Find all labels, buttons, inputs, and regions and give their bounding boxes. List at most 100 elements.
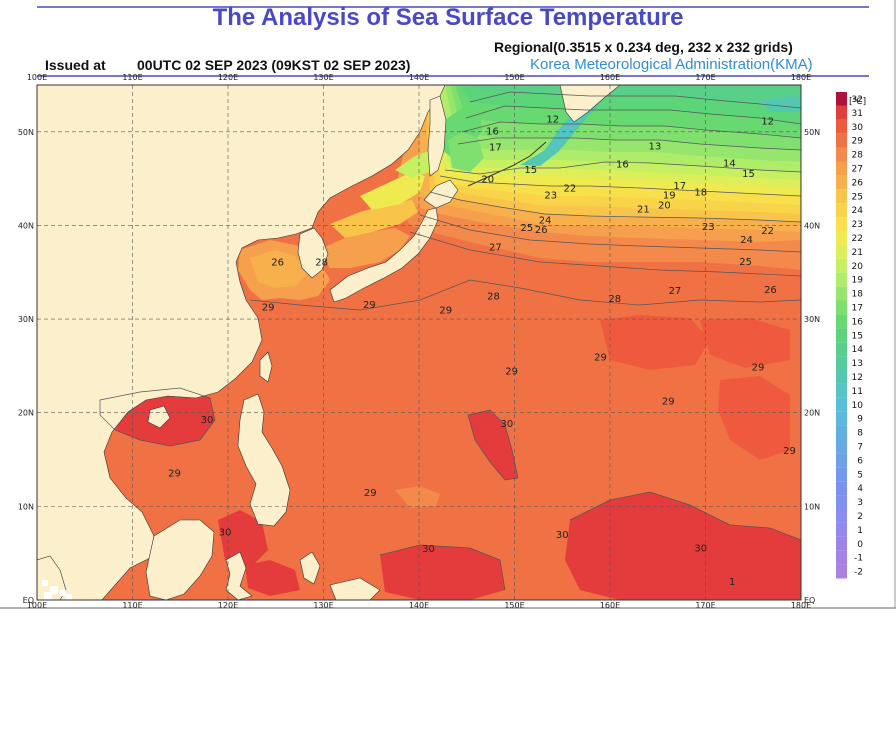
legend-level-label: 24 [852,206,864,216]
isotherm-19 [444,161,801,175]
legend-swatch [836,119,847,134]
legend-level-label: 7 [857,442,863,452]
legend-level-label: 30 [852,123,864,133]
contour-label: 20 [658,201,671,212]
contour-label: 30 [201,415,214,426]
legend-level-label: 15 [852,331,863,341]
legend-swatch [836,342,847,357]
lon-tick-label: 110E [122,73,142,82]
legend-swatch [836,495,847,509]
lon-tick-label: 120E [218,601,238,610]
legend-level-label: 13 [852,359,863,369]
isotherm-16 [461,121,801,139]
contour-label: 23 [544,190,557,201]
contour-label: 24 [539,216,552,227]
contour-label: 29 [752,363,765,374]
isotherm-22 [439,175,801,197]
contour-label: 30 [422,544,435,555]
legend-level-label: 1 [857,526,863,536]
kuril-cold-core [548,118,580,150]
celebes-30-patch [218,510,268,568]
lon-tick-label: 150E [504,601,524,610]
contour-label: 21 [637,204,650,215]
contour-label: 28 [315,258,328,269]
contour-label: 22 [564,184,577,195]
west-pacific-28-patch [395,486,440,508]
legend-level-label: 12 [852,373,863,383]
no-data-cell [44,592,52,600]
axis-labels: 100E 100E 110E 110E 120E 120E 130E 130E 140E 140E… [18,73,820,610]
contour-label: 17 [489,143,502,154]
no-data-cell [66,594,72,600]
lon-tick-label: 110E [122,601,142,610]
lon-tick-label: 100E [27,601,47,610]
legend-swatch [836,383,847,398]
contour-label: 17 [673,181,686,192]
isotherm-30-scs [99,387,216,447]
contour-label: 15 [742,169,755,180]
contour-label: 20 [481,174,494,185]
legend-level-label: 26 [852,178,864,188]
legend-swatch [836,244,847,259]
contour-label: 25 [739,257,752,268]
contour-label: 26 [271,258,284,269]
land [37,85,621,600]
lat-tick-label-right: 30N [804,315,820,324]
map-frame [36,84,802,601]
issued-label: Issued at [45,57,106,73]
isotherm-13 [469,91,801,109]
legend-swatch [836,397,847,412]
legend-swatch [836,258,847,273]
legend-swatch [836,425,847,440]
yellow-sea-26 [250,250,308,288]
contour-label: 19 [663,190,676,201]
legend-swatch [836,92,847,106]
legend-level-label: 25 [852,192,863,202]
lat-tick-label-right: 20N [804,409,820,418]
contour-label: 14 [723,158,736,169]
legend-level-label: -1 [854,554,863,564]
lat-tick-label-left: EQ [23,596,34,605]
contour-label: 26 [535,225,548,236]
legend-swatch [836,536,847,551]
legend-level-label: 27 [852,164,863,174]
contour-label: 16 [616,159,629,170]
legend-level-label: 28 [852,151,864,161]
contour-label: 24 [740,235,753,246]
legend-swatch [836,522,847,537]
equatorial-30-east [565,492,801,600]
legend-swatch [836,328,847,343]
no-data-cell [60,590,66,596]
contour-label: 27 [669,286,682,297]
contour-label: 30 [694,543,707,554]
band-13 [470,85,801,108]
legend-level-label: 0 [857,540,863,550]
lon-tick-label: 130E [313,601,333,610]
legend-swatch [836,105,847,120]
legend-level-label: 8 [857,429,863,439]
contour-label: 28 [487,291,500,302]
legend-level-label: 20 [852,262,864,272]
isotherm-lines [99,91,801,591]
no-data-cell [42,580,48,586]
color-legend: [℃] 323130292827262524232221201918171615… [836,92,866,579]
legend-level-label: 2 [857,512,863,522]
legend-level-label: 9 [857,415,863,425]
legend-level-label: 23 [852,220,863,230]
lon-tick-label: 100E [27,73,47,82]
legend-level-label: 11 [852,387,863,397]
lat-tick-label-right: 10N [804,502,820,511]
grid-info: Regional(0.3515 x 0.234 deg, 232 x 232 g… [494,39,793,55]
japan-hokkaido [423,179,459,209]
no-data-pixels [42,580,72,600]
kamchatka [559,85,621,123]
japan-honshu [329,207,439,303]
isotherm-25 [429,191,801,223]
contour-label: 29 [168,468,181,479]
legend-level-label: 19 [852,276,864,286]
contour-label: 29 [262,303,275,314]
okhotsk-17 [448,132,484,172]
korean-peninsula [297,227,329,279]
